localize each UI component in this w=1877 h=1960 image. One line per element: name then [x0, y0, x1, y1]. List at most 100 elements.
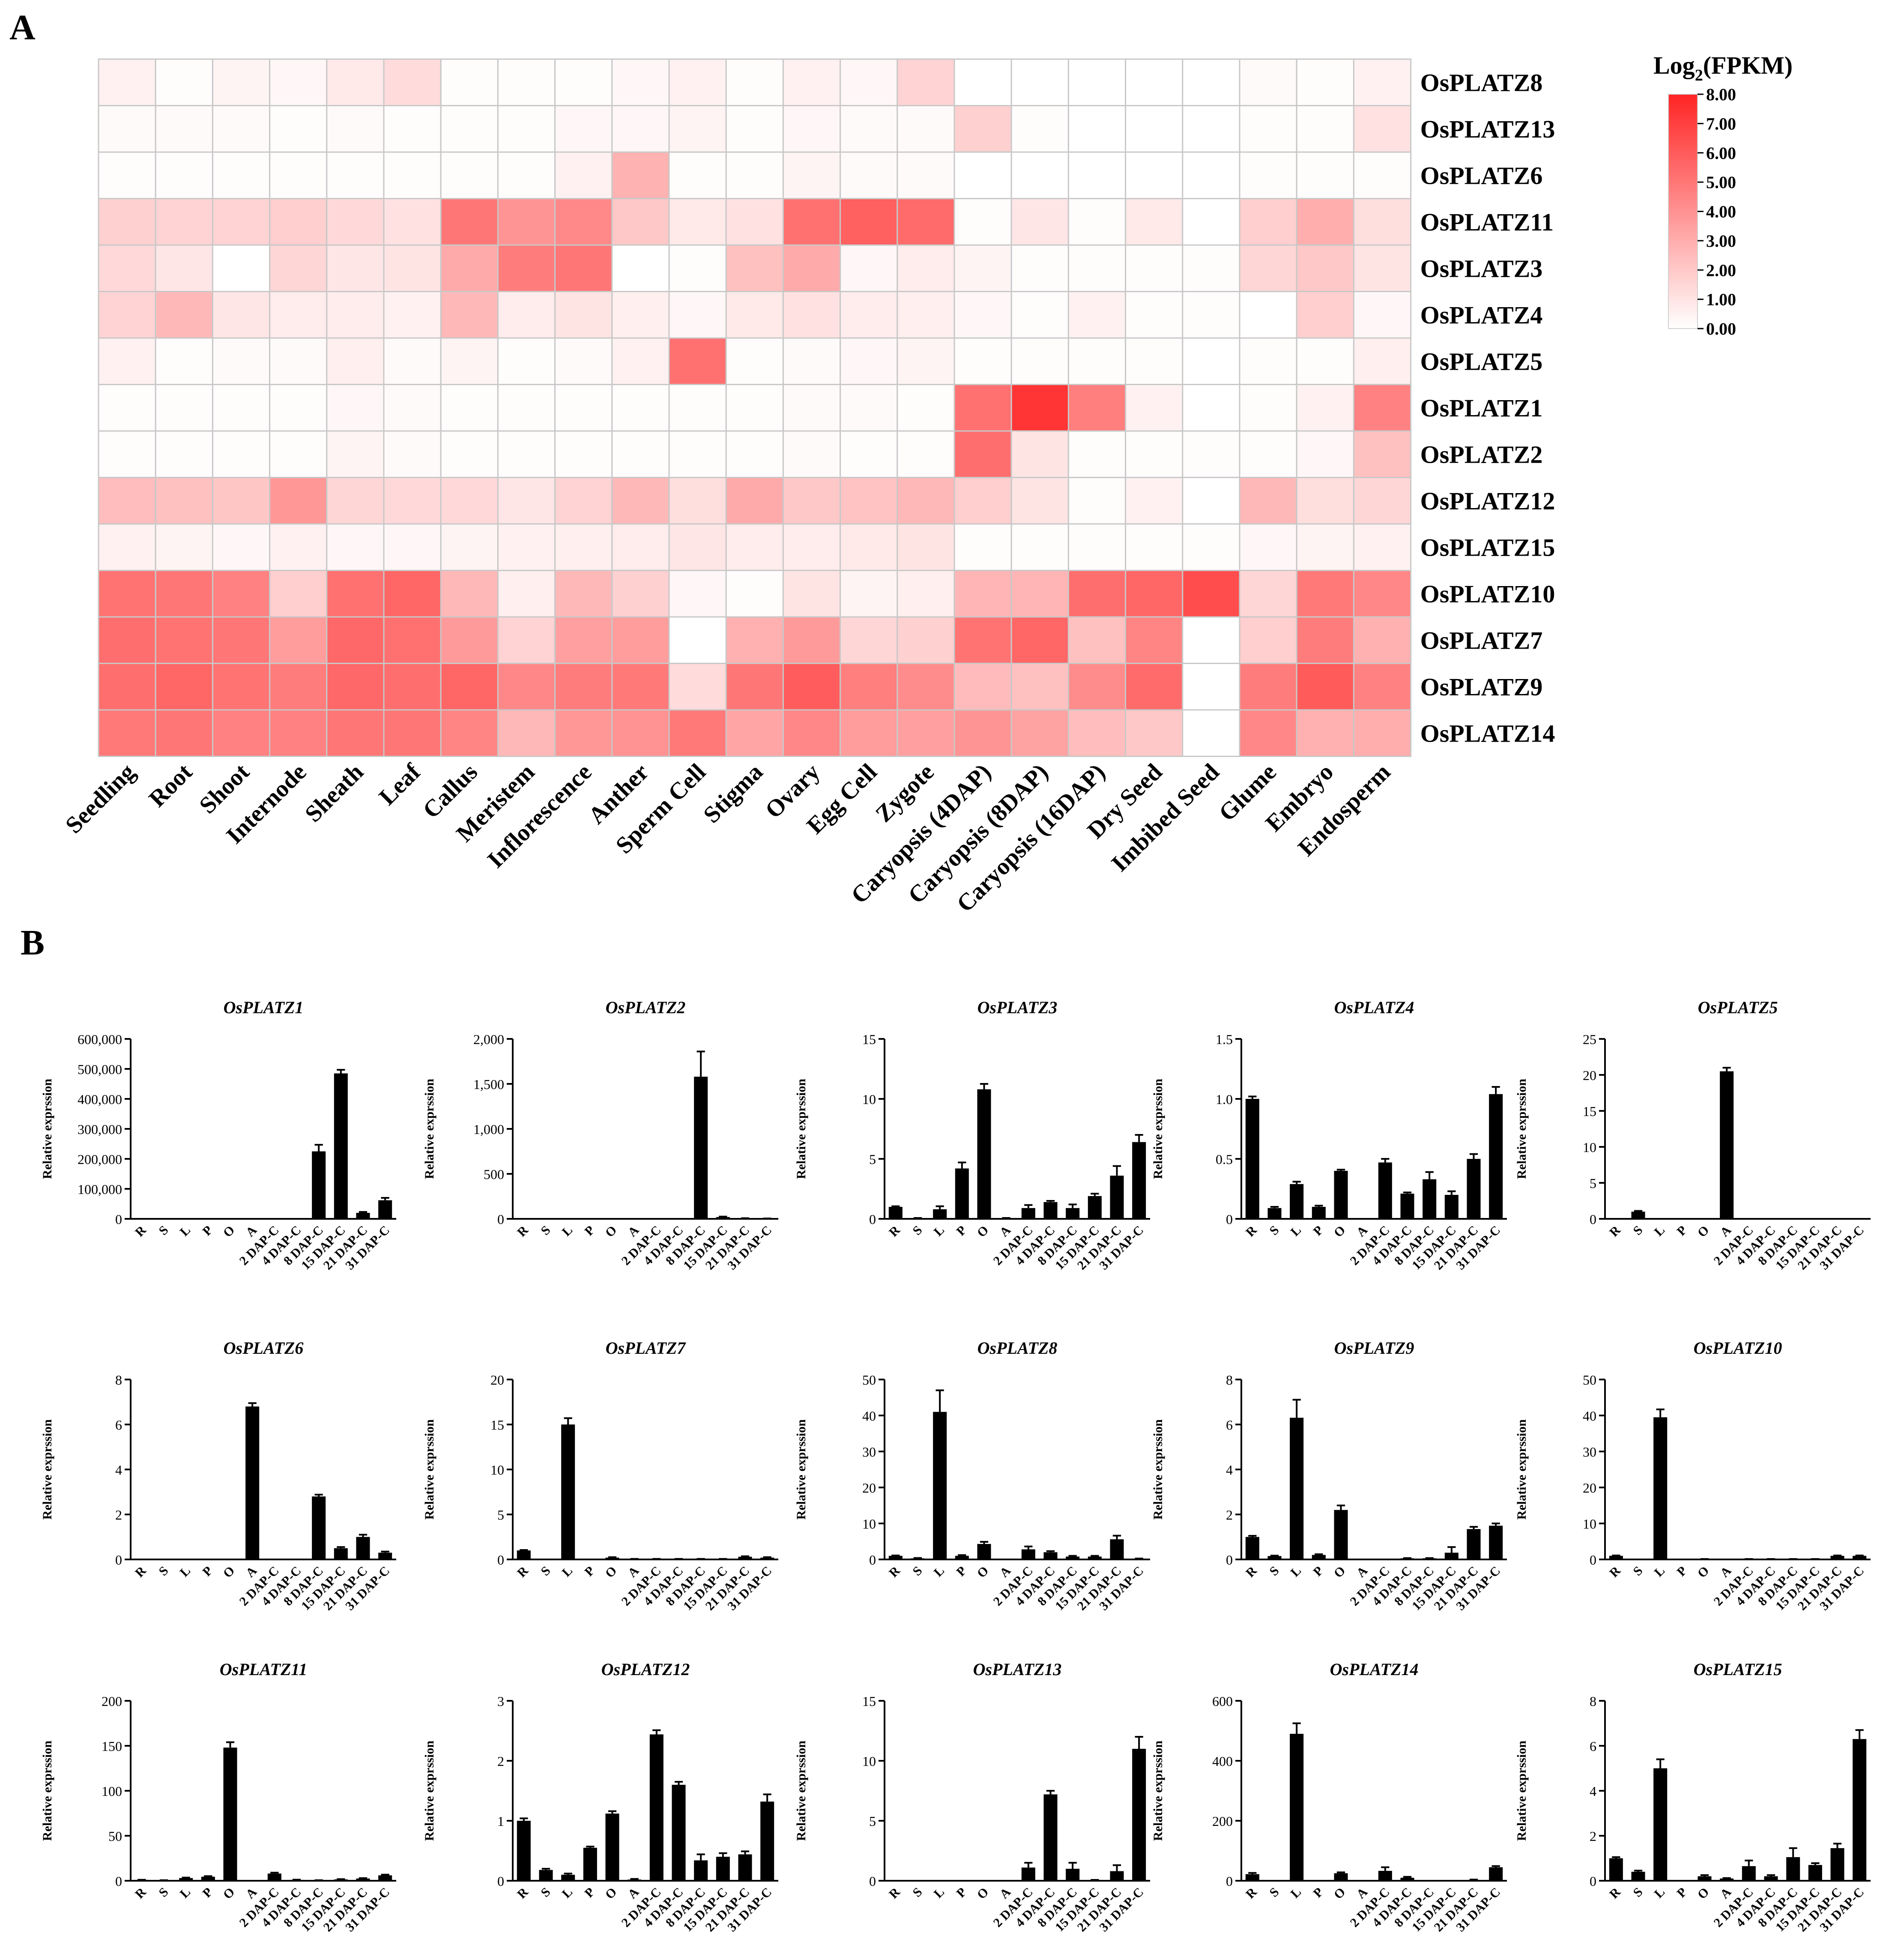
heatmap-cell	[953, 663, 1012, 711]
bar	[1132, 1749, 1146, 1881]
bar	[1653, 1768, 1668, 1881]
heatmap-cell	[1067, 616, 1127, 664]
bar	[1489, 1526, 1503, 1559]
heatmap-cell	[1239, 570, 1297, 618]
y-tick-label: 1.5	[1216, 1032, 1233, 1047]
y-tick-label: 20	[1583, 1480, 1596, 1496]
bar	[1021, 1208, 1035, 1219]
heatmap-cell	[725, 198, 784, 246]
heatmap-cell	[440, 523, 499, 571]
heatmap-cell	[554, 616, 613, 664]
y-tick-label: 1,000	[473, 1122, 504, 1137]
bar	[1312, 1555, 1326, 1559]
y-axis-label: Relative exprssion	[40, 1419, 54, 1520]
bar	[1245, 1537, 1259, 1559]
y-tick-label: 2	[115, 1507, 122, 1523]
heatmap-cell	[1010, 105, 1069, 153]
heatmap-cell	[725, 709, 784, 757]
heatmap-cell	[840, 244, 898, 292]
heatmap-cell	[155, 291, 213, 339]
heatmap-cell	[1182, 477, 1240, 525]
y-tick-label: 25	[1583, 1032, 1596, 1047]
bar	[1378, 1162, 1392, 1219]
heatmap-cell	[1239, 523, 1297, 571]
bar	[1066, 1869, 1080, 1881]
heatmap-cell	[326, 151, 385, 199]
heatmap-color-legend: Log2(FPKM)8.00 7.00 6.00 5.00 4.00 3.00 2.00 1.…	[1653, 51, 1793, 338]
heatmap-cell	[782, 291, 841, 339]
heatmap-cell	[953, 523, 1012, 571]
y-axis-label: Relative exprssion	[1151, 1419, 1165, 1520]
heatmap-row-label: OsPLATZ11	[1420, 208, 1554, 236]
heatmap-cell	[269, 198, 328, 246]
heatmap-cell	[1010, 384, 1069, 432]
heatmap-cell	[1182, 663, 1240, 711]
heatmap-cell	[611, 523, 670, 571]
heatmap-cell	[326, 477, 385, 525]
heatmap-cell	[497, 151, 556, 199]
heatmap-cell	[269, 291, 328, 339]
y-tick-label: 8	[1226, 1372, 1233, 1388]
y-tick-label: 0	[1226, 1873, 1233, 1889]
heatmap-cell	[1125, 58, 1184, 106]
heatmap-cell	[1010, 58, 1069, 106]
heatmap-cell	[1353, 570, 1412, 618]
y-tick-label: 15	[862, 1694, 876, 1709]
y-tick-label: 1.0	[1216, 1092, 1233, 1107]
legend-tick-label: 5.00	[1706, 173, 1736, 192]
heatmap-cell	[326, 570, 385, 618]
bar	[245, 1406, 260, 1559]
bar	[539, 1870, 553, 1881]
heatmap-cell	[782, 570, 841, 618]
heatmap-cell	[1010, 337, 1069, 385]
heatmap-row-label: OsPLATZ7	[1420, 626, 1543, 654]
heatmap-cell	[1239, 198, 1297, 246]
heatmap-cell	[1353, 151, 1412, 199]
heatmap-cell	[897, 151, 955, 199]
y-tick-label: 10	[862, 1516, 876, 1532]
heatmap-cell	[554, 384, 613, 432]
bar	[1489, 1867, 1503, 1881]
y-tick-label: 10	[862, 1092, 876, 1107]
heatmap-cell	[725, 384, 784, 432]
heatmap-cell	[1125, 663, 1184, 711]
heatmap-cell	[269, 430, 328, 478]
heatmap-cell	[1239, 58, 1297, 106]
heatmap-cell	[155, 709, 213, 757]
bar-chart-title: OsPLATZ2	[606, 998, 686, 1017]
heatmap-cell	[326, 384, 385, 432]
heatmap-cell	[1182, 384, 1240, 432]
bar	[1334, 1510, 1348, 1559]
heatmap-cell	[383, 384, 442, 432]
heatmap-cell	[98, 58, 156, 106]
bar	[605, 1813, 619, 1881]
bar-chart-title: OsPLATZ3	[977, 998, 1058, 1017]
heatmap-cell	[1296, 198, 1354, 246]
heatmap-cell	[155, 337, 213, 385]
heatmap-cell	[1182, 570, 1240, 618]
heatmap-cell	[725, 430, 784, 478]
heatmap-cell	[326, 616, 385, 664]
heatmap-cell	[1296, 291, 1354, 339]
heatmap-cell	[1010, 477, 1069, 525]
heatmap-cell	[326, 291, 385, 339]
bar	[1290, 1418, 1304, 1559]
bar	[672, 1785, 686, 1881]
heatmap-cell	[782, 523, 841, 571]
y-tick-label: 300,000	[78, 1122, 122, 1137]
y-axis-label: Relative exprssion	[794, 1741, 808, 1841]
heatmap-cell	[1010, 616, 1069, 664]
heatmap-cell	[1010, 198, 1069, 246]
y-tick-label: 0	[1590, 1552, 1596, 1568]
heatmap-row-label: OsPLATZ3	[1420, 254, 1543, 282]
y-axis-label: Relative exprssion	[1515, 1419, 1529, 1520]
heatmap-cell	[98, 151, 156, 199]
bar	[694, 1077, 708, 1219]
y-axis-label: Relative exprssion	[422, 1079, 436, 1179]
bar	[955, 1556, 969, 1559]
heatmap-cell	[1239, 337, 1297, 385]
y-tick-label: 10	[862, 1754, 876, 1769]
